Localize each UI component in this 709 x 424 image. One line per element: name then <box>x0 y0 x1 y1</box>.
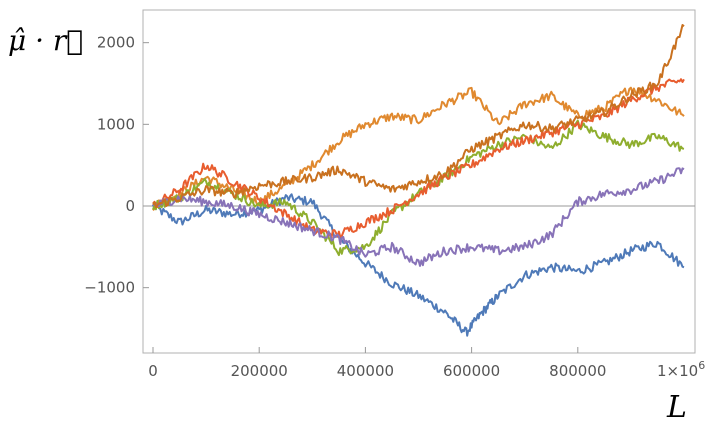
x-tick-label: 200000 <box>231 362 288 380</box>
y-axis-title: μ̂ · r⃗ <box>8 24 83 57</box>
x-axis-title: L <box>666 390 687 424</box>
series-line-1 <box>152 193 685 337</box>
y-axis-ticks: −1000 0 1000 2000 <box>84 34 149 297</box>
x-scale-label: 1×106 <box>657 359 705 380</box>
series-layer <box>152 24 685 337</box>
y-tick-label: −1000 <box>84 279 135 297</box>
x-axis-ticks: 0 200000 400000 600000 800000 <box>148 347 606 380</box>
y-tick-label: 2000 <box>97 34 135 52</box>
x-tick-label: 600000 <box>443 362 500 380</box>
series-line-3 <box>152 119 685 257</box>
series-line-5 <box>152 167 685 267</box>
x-tick-label: 800000 <box>549 362 606 380</box>
x-scale-exponent: 6 <box>698 359 705 372</box>
series-line-6 <box>152 24 685 209</box>
x-scale-base: 1×10 <box>657 362 698 380</box>
x-tick-label: 0 <box>148 362 158 380</box>
y-tick-label: 0 <box>125 197 135 215</box>
x-tick-label: 400000 <box>337 362 394 380</box>
y-tick-label: 1000 <box>97 115 135 133</box>
